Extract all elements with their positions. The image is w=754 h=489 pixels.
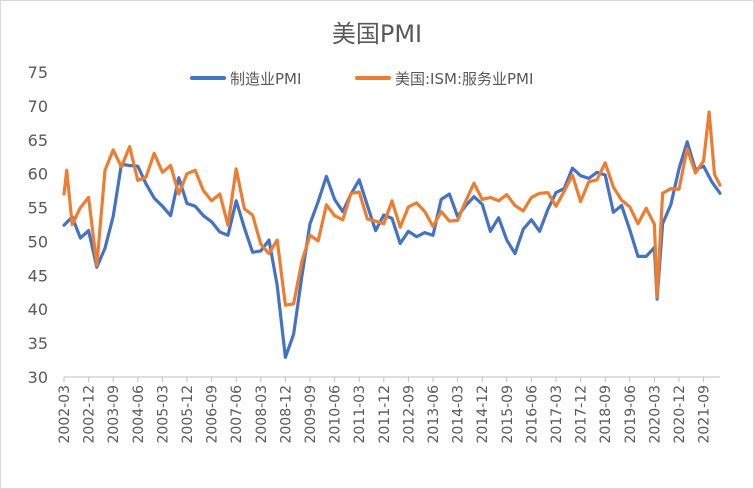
y-tick-label: 35 xyxy=(28,334,48,353)
x-tick-label: 2013-06 xyxy=(426,385,442,444)
series-lines xyxy=(62,110,722,359)
x-tick-label: 2003-09 xyxy=(106,385,122,444)
series-line-manufacturing-pmi xyxy=(62,140,722,359)
chart-title: 美国PMI xyxy=(331,20,423,48)
y-tick-label: 65 xyxy=(28,131,48,150)
x-tick-label: 2011-03 xyxy=(352,385,368,444)
x-tick-label: 2019-06 xyxy=(623,385,639,444)
y-axis-ticks: 30 35 40 45 50 55 60 65 70 75 xyxy=(28,63,48,387)
x-tick-label: 2015-09 xyxy=(500,385,516,444)
x-tick-label: 2008-03 xyxy=(254,385,270,444)
y-tick-label: 40 xyxy=(28,300,48,319)
y-tick-label: 75 xyxy=(28,63,48,82)
x-tick-label: 2017-12 xyxy=(574,385,590,444)
x-tick-label: 2002-12 xyxy=(82,385,98,444)
x-tick-label: 2007-06 xyxy=(229,385,245,444)
x-axis: 2002-03 2002-12 2003-09 2004-06 2005-03 2005-… xyxy=(57,376,720,444)
y-tick-label: 55 xyxy=(28,199,48,218)
x-tick-label: 2012-09 xyxy=(401,385,417,444)
x-tick-label: 2020-12 xyxy=(672,385,688,444)
x-tick-label: 2014-03 xyxy=(451,385,467,444)
y-tick-label: 60 xyxy=(28,165,48,184)
x-tick-label: 2018-09 xyxy=(598,385,614,444)
x-tick-label: 2017-03 xyxy=(549,385,565,444)
x-tick-label: 2005-03 xyxy=(155,385,171,444)
x-tick-label: 2011-12 xyxy=(377,385,393,444)
x-tick-label: 2002-03 xyxy=(57,385,73,444)
x-tick-label: 2009-09 xyxy=(303,385,319,444)
x-tick-label: 2004-06 xyxy=(131,385,147,444)
y-tick-label: 70 xyxy=(28,97,48,116)
y-tick-label: 30 xyxy=(28,368,48,387)
x-tick-label: 2016-06 xyxy=(524,385,540,444)
x-tick-label: 2020-03 xyxy=(647,385,663,444)
series-line-ism-services-pmi xyxy=(62,110,722,307)
x-tick-label: 2008-12 xyxy=(278,385,294,444)
legend-item-ism-services-pmi-label: 美国:ISM:服务业PMI xyxy=(395,70,533,88)
y-tick-label: 50 xyxy=(28,232,48,251)
x-tick-label: 2005-12 xyxy=(180,385,196,444)
y-tick-label: 45 xyxy=(28,266,48,285)
x-tick-label: 2006-09 xyxy=(205,385,221,444)
x-tick-label: 2014-12 xyxy=(475,385,491,444)
legend: 制造业PMI 美国:ISM:服务业PMI xyxy=(190,70,533,88)
x-tick-label: 2010-06 xyxy=(328,385,344,444)
x-tick-label: 2021-09 xyxy=(697,385,713,444)
legend-item-manufacturing-pmi-label: 制造业PMI xyxy=(230,70,301,88)
